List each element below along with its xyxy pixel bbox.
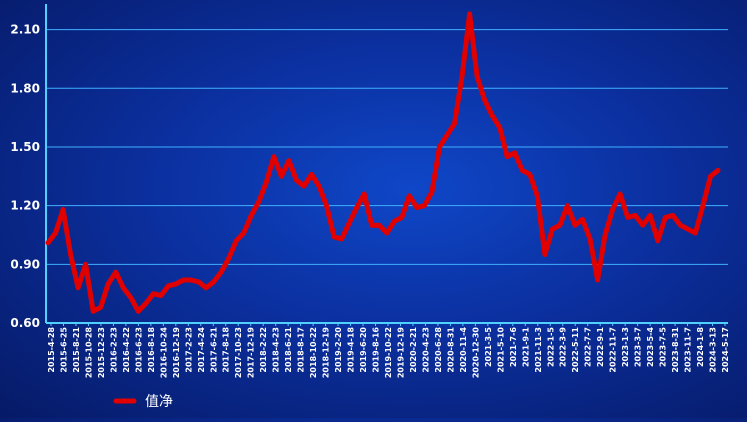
x-tick-label: 2019-6-20 (359, 327, 368, 373)
x-tick-label: 2020-12-30 (471, 327, 480, 379)
x-tick-label: 2015-4-28 (47, 327, 56, 373)
x-tick-label: 2024-1-8 (696, 327, 705, 367)
x-tick-label: 2023-5-4 (646, 327, 655, 367)
x-tick-label: 2016-6-23 (134, 327, 143, 373)
x-tick-label: 2019-8-16 (372, 327, 381, 373)
x-tick-label: 2016-2-23 (109, 327, 118, 373)
y-tick-label: 0.90 (10, 257, 40, 271)
x-tick-label: 2017-8-18 (222, 327, 231, 373)
y-axis-tick-labels: 0.60 0.90 1.20 1.50 1.80 2.10 (10, 23, 40, 330)
x-tick-label: 2018-4-23 (272, 327, 281, 373)
y-tick-label: 1.20 (10, 199, 40, 213)
x-tick-label: 2016-12-19 (172, 327, 181, 379)
x-tick-label: 2020-6-28 (434, 327, 443, 373)
x-tick-label: 2022-3-9 (559, 327, 568, 367)
x-tick-label: 2020-8-31 (446, 327, 455, 373)
x-tick-label: 2015-8-21 (72, 327, 81, 373)
x-tick-label: 2016-8-18 (147, 327, 156, 373)
x-tick-label: 2016-4-22 (122, 327, 131, 373)
x-tick-label: 2019-10-22 (384, 327, 393, 378)
x-tick-label: 2024-3-13 (709, 327, 718, 373)
x-tick-label: 2017-10-23 (234, 327, 243, 378)
x-tick-label: 2022-7-7 (584, 327, 593, 367)
x-tick-label: 2020-11-4 (459, 327, 468, 373)
x-tick-label: 2020-4-23 (421, 327, 430, 373)
x-tick-label: 2022-5-11 (571, 327, 580, 373)
series-layer (45, 11, 721, 314)
x-tick-label: 2020-2-21 (409, 327, 418, 373)
x-tick-label: 2023-8-31 (671, 327, 680, 373)
x-tick-label: 2017-2-23 (184, 327, 193, 373)
y-tick-label: 1.50 (10, 140, 40, 154)
x-tick-label: 2023-7-5 (659, 327, 668, 367)
x-tick-label: 2018-2-22 (259, 327, 268, 373)
x-tick-label: 2019-2-20 (334, 327, 343, 373)
y-tick-label: 2.10 (10, 23, 40, 37)
x-axis-tick-labels: 2015-4-28 2015-6-25 2015-8-21 2015-10-28 201… (47, 327, 730, 379)
grid-lines (46, 29, 728, 324)
x-tick-label: 2017-6-21 (209, 327, 218, 373)
series-line-0 (45, 11, 721, 314)
x-tick-label: 2022-9-1 (596, 327, 605, 367)
legend-label: 值净 (145, 394, 173, 410)
x-tick-label: 2015-6-25 (59, 327, 68, 373)
x-tick-label: 2018-10-22 (309, 327, 318, 378)
x-tick-label: 2024-5-17 (721, 327, 730, 373)
x-tick-label: 2021-3-5 (484, 327, 493, 367)
x-tick-label: 2017-12-19 (247, 327, 256, 379)
x-tick-label: 2018-8-17 (297, 327, 306, 373)
x-tick-label: 2016-10-24 (159, 327, 168, 379)
x-tick-label: 2021-9-1 (521, 327, 530, 367)
x-tick-label: 2021-7-6 (509, 327, 518, 367)
x-tick-label: 2018-6-21 (284, 327, 293, 373)
x-tick-label: 2022-1-5 (546, 327, 555, 367)
x-tick-label: 2023-1-3 (621, 327, 630, 367)
x-tick-label: 2022-11-7 (609, 327, 618, 373)
x-tick-label: 2019-4-18 (347, 327, 356, 373)
x-tick-label: 2018-12-19 (322, 327, 331, 379)
x-tick-label: 2015-12-23 (97, 327, 106, 378)
x-tick-label: 2023-11-7 (684, 327, 693, 373)
y-tick-label: 1.80 (10, 81, 40, 95)
x-tick-label: 2021-11-3 (534, 327, 543, 373)
x-tick-label: 2015-10-28 (84, 327, 93, 379)
x-tick-label: 2019-12-19 (396, 327, 405, 379)
y-tick-label: 0.60 (10, 316, 40, 330)
x-tick-label: 2021-5-10 (496, 327, 505, 373)
x-tick-label: 2017-4-24 (197, 327, 206, 373)
x-tick-label: 2023-3-7 (634, 327, 643, 367)
legend: 值净 (113, 394, 173, 410)
axes (45, 4, 728, 326)
